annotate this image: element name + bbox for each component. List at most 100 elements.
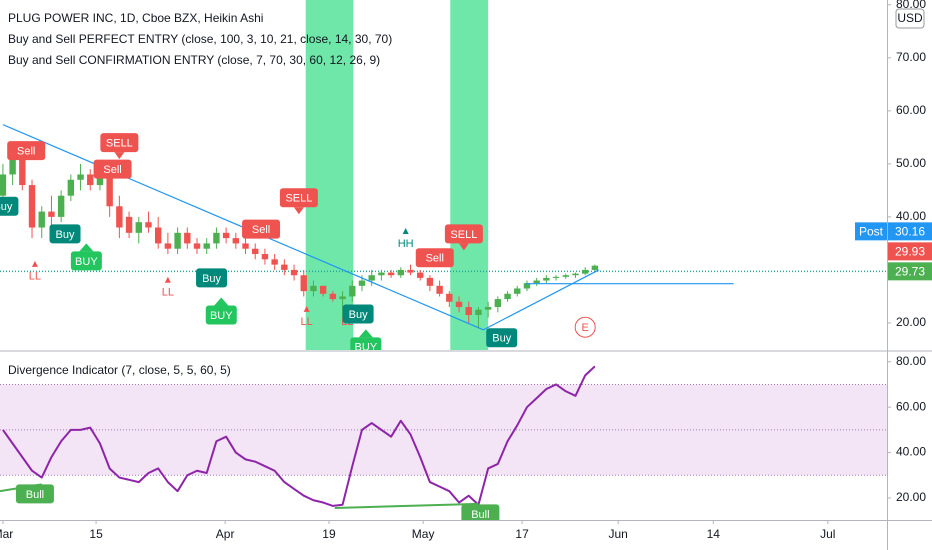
signal-label: Buy	[202, 273, 221, 285]
candle-body	[242, 243, 249, 249]
x-tick-label: Mar	[0, 527, 13, 541]
candle-body	[446, 293, 453, 302]
x-tick-label: 19	[322, 527, 336, 541]
signal-label: SELL	[106, 138, 133, 150]
candle-body	[67, 179, 75, 196]
candle-body	[0, 174, 7, 196]
x-tick-label: Jun	[609, 527, 628, 541]
candle-body	[213, 232, 220, 244]
x-tick-label: Jul	[820, 527, 835, 541]
signal-box	[0, 196, 19, 216]
candle-body	[543, 277, 550, 281]
candle-body	[339, 296, 346, 300]
currency[interactable]: USD	[897, 11, 923, 25]
candle-body	[426, 277, 434, 286]
signal-label: Buy	[0, 201, 13, 213]
chart-title: PLUG POWER INC, 1D, Cboe BZX, Heikin Ash…	[8, 11, 263, 25]
candle-body	[319, 285, 327, 294]
signal-arrow	[79, 243, 94, 252]
indicator-title: Divergence Indicator (7, close, 5, 5, 60…	[8, 363, 231, 377]
signal-box	[415, 248, 454, 268]
indicator-line	[2, 365, 596, 507]
signal-label: Sell	[17, 146, 35, 158]
candle-body	[591, 265, 599, 270]
candle-body	[261, 254, 269, 260]
divergence-line	[334, 502, 479, 509]
signal-box	[100, 133, 139, 153]
currency-box[interactable]	[895, 8, 925, 29]
price-label: 29.93	[895, 245, 925, 259]
event-marker	[574, 316, 596, 338]
price-label-box	[888, 242, 932, 261]
candle-body	[455, 301, 463, 308]
y-tick-label: 70.00	[896, 50, 926, 64]
price-label-tag	[855, 222, 887, 241]
candle-body	[290, 269, 298, 276]
signal-box	[196, 268, 228, 288]
signal-label: SELL	[285, 193, 312, 205]
candle-body	[523, 283, 531, 289]
candle-body	[116, 206, 123, 228]
signal-arrow	[293, 207, 304, 215]
candle-body	[145, 222, 152, 228]
y-tick-label: 40.00	[896, 209, 926, 223]
candle-body	[164, 243, 172, 249]
x-tick-label: 17	[515, 527, 529, 541]
signal-box	[7, 141, 46, 161]
signal-text: HH	[398, 238, 414, 250]
price-pane: Buy Sell SELL Sell Buy BUY LL LL Buy BUY SELL Sell L…	[0, 0, 887, 350]
candle-body	[494, 299, 502, 308]
candle-body	[203, 243, 210, 249]
candle-body	[436, 285, 443, 294]
candle-body	[281, 264, 288, 270]
candle-body	[184, 232, 191, 244]
candle-body	[38, 211, 45, 228]
signal-label: Sell	[252, 224, 270, 236]
indicator-legend: Buy and Sell PERFECT ENTRY (close, 100, …	[8, 32, 392, 46]
signal-box	[444, 224, 483, 244]
signal-box	[93, 159, 132, 179]
candle-body	[397, 269, 404, 276]
candle-body	[222, 232, 230, 239]
signal-arrow	[358, 329, 373, 338]
signal-label: BUY	[210, 310, 233, 322]
y-tick-label: 20.00	[896, 490, 926, 504]
candle-body	[87, 174, 94, 186]
candle-body	[465, 307, 472, 315]
y-tick-label: 60.00	[896, 103, 926, 117]
signal-label: Buy	[492, 333, 511, 345]
candle-body	[572, 273, 579, 276]
y-tick-label: 60.00	[896, 399, 926, 413]
signal-box	[279, 188, 318, 208]
price-label-box	[888, 222, 932, 241]
signal-label: Buy	[349, 309, 368, 321]
signal-box	[242, 219, 281, 239]
y-tick-label: 80.00	[896, 0, 926, 11]
candle-body	[271, 259, 278, 265]
candle-body	[484, 307, 492, 310]
signal-arrow	[458, 243, 469, 251]
candle-body	[57, 195, 65, 217]
signal-text: LL	[162, 287, 174, 299]
signal-label: Buy	[56, 229, 75, 241]
signal-arrow	[402, 227, 409, 234]
signal-box	[342, 304, 374, 324]
y-tick-label: 40.00	[896, 445, 926, 459]
signal-label: SELL	[450, 229, 477, 241]
candle-body	[77, 174, 84, 180]
indicator-pane: Bull Bull	[0, 365, 887, 520]
candle-body	[232, 238, 240, 244]
signal-box	[15, 484, 54, 504]
candle-body	[581, 269, 589, 274]
signal-box	[205, 305, 237, 325]
candle-body	[504, 293, 511, 300]
x-tick-label: 15	[89, 527, 103, 541]
signal-label: Sell	[426, 253, 444, 265]
y-tick-label: 20.00	[896, 315, 926, 329]
candle-body	[358, 280, 366, 286]
candle-body	[533, 280, 540, 284]
event-label: E	[582, 322, 589, 334]
signal-text: LL	[301, 316, 313, 328]
signal-arrow	[303, 305, 310, 312]
